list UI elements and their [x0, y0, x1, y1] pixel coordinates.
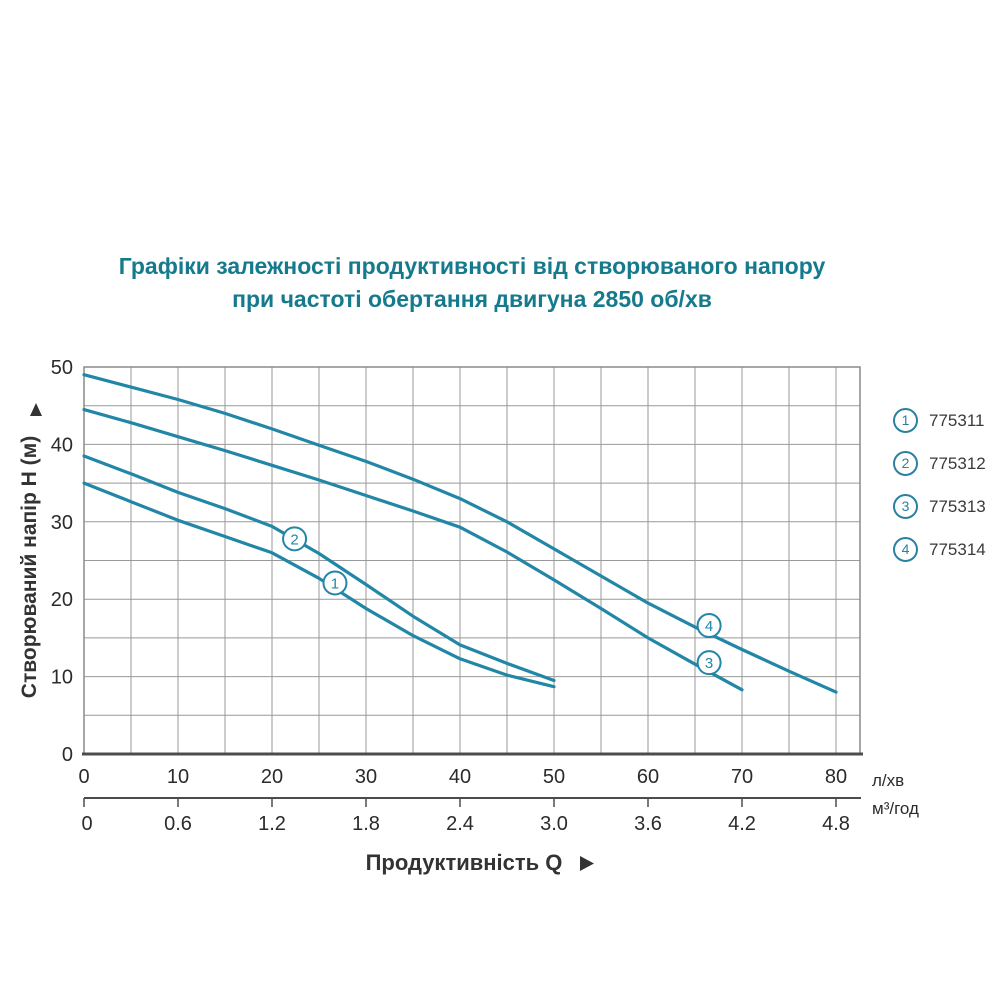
plot-frame [83, 366, 861, 754]
y-tick-label: 30 [51, 512, 73, 534]
x-secondary-unit-label: м³/год [872, 799, 919, 818]
curve-label-number-1: 1 [331, 575, 339, 592]
curve-775311 [82, 481, 556, 689]
legend-item: 3 775313 [893, 494, 986, 519]
x-axis-title: Продуктивність Q [366, 850, 563, 875]
chart-title: Графіки залежності продуктивності від ст… [0, 250, 944, 316]
x-primary-tick-label: 70 [731, 766, 753, 788]
y-tick-label: 40 [51, 434, 73, 456]
x-secondary-tick-label: 4.2 [728, 813, 756, 835]
legend-item: 4 775314 [893, 537, 986, 562]
x-primary-tick-labels: 0 10 20 30 40 50 60 70 80 [78, 766, 847, 788]
legend-number-badge: 3 [893, 494, 918, 519]
legend-code: 775314 [929, 539, 986, 559]
legend-number-badge: 4 [893, 537, 918, 562]
chart-legend: 1 775311 2 775312 3 775313 4 775314 [893, 408, 986, 580]
legend-item: 2 775312 [893, 451, 986, 476]
y-axis-arrow-up-icon [30, 403, 42, 416]
curve-label-circle-4 [696, 613, 722, 639]
legend-code: 775311 [929, 410, 985, 430]
legend-code: 775313 [929, 496, 986, 516]
x-primary-tick-label: 30 [355, 766, 377, 788]
legend-number-badge: 2 [893, 451, 918, 476]
x-primary-tick-label: 40 [449, 766, 471, 788]
curve-label-number-2: 2 [290, 531, 298, 548]
grid-layer [82, 366, 863, 756]
x-primary-tick-label: 80 [825, 766, 847, 788]
x-secondary-tick-label: 1.2 [258, 813, 286, 835]
x-primary-tick-label: 60 [637, 766, 659, 788]
curve-label-circle-2 [282, 526, 308, 552]
x-primary-tick-label: 50 [543, 766, 565, 788]
y-tick-label: 50 [51, 357, 73, 379]
legend-number-badge: 1 [893, 408, 918, 433]
x-secondary-axis: 0 0.6 1.2 1.8 2.4 3.0 3.6 4.2 4.8 [81, 797, 861, 835]
curve-label-circle-1 [322, 570, 348, 596]
x-primary-tick-label: 0 [78, 766, 89, 788]
curve-label-number-3: 3 [705, 655, 713, 672]
y-tick-label: 0 [62, 744, 73, 766]
legend-item: 1 775311 [893, 408, 986, 433]
chart-title-line2: при частоті обертання двигуна 2850 об/хв [232, 286, 712, 312]
y-tick-label: 20 [51, 589, 73, 611]
legend-code: 775312 [929, 453, 986, 473]
x-secondary-tick-label: 1.8 [352, 813, 380, 835]
y-axis-title: Створюваний напір H (м) [18, 436, 41, 698]
curve-775313 [82, 408, 744, 692]
x-secondary-tick-label: 3.6 [634, 813, 662, 835]
curve-label-number-4: 4 [705, 618, 713, 635]
curve-label-circle-3 [696, 650, 722, 676]
x-primary-unit-label: л/хв [872, 771, 904, 790]
x-primary-tick-label: 10 [167, 766, 189, 788]
x-axis-arrow-right-icon [580, 856, 594, 871]
x-secondary-tick-label: 4.8 [822, 813, 850, 835]
x-secondary-tick-label: 0.6 [164, 813, 192, 835]
x-secondary-tick-label: 2.4 [446, 813, 474, 835]
y-tick-labels: 0 10 20 30 40 50 [51, 357, 73, 766]
x-primary-tick-label: 20 [261, 766, 283, 788]
curve-775312 [82, 454, 556, 683]
curve-markers-layer: 1 2 3 4 [282, 526, 722, 676]
x-secondary-tick-label: 0 [81, 813, 92, 835]
y-tick-label: 10 [51, 667, 73, 689]
chart-title-line1: Графіки залежності продуктивності від ст… [118, 253, 826, 279]
x-secondary-tick-label: 3.0 [540, 813, 568, 835]
